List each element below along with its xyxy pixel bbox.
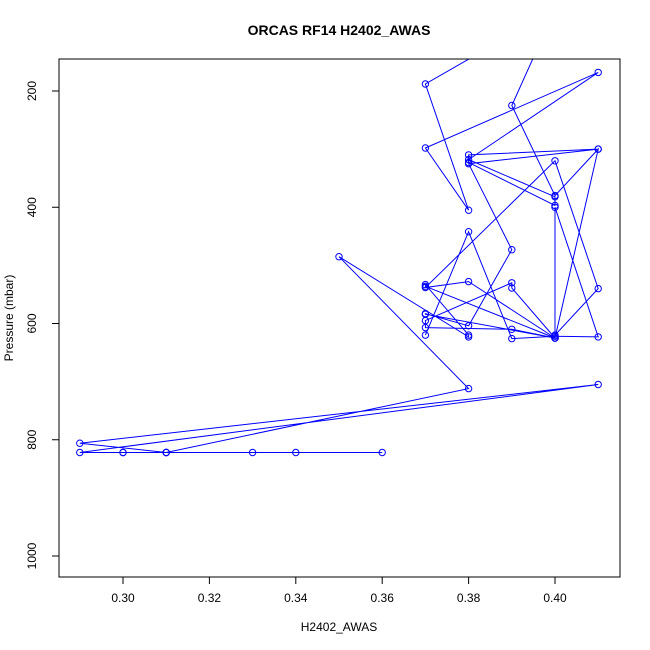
x-axis: 0.30 0.32 0.34 0.36 0.38 0.40: [111, 576, 567, 605]
data-point: [508, 334, 516, 343]
data-point: [551, 157, 559, 165]
data-point: [119, 448, 127, 457]
data-point: [594, 145, 602, 153]
chart-title: ORCAS RF14 H2402_AWAS: [248, 22, 431, 38]
data-point: [464, 206, 473, 214]
series-line: [79, 59, 600, 454]
data-point: [421, 331, 430, 339]
data-point: [464, 155, 473, 164]
y-tick-label: 200: [25, 81, 39, 101]
data-point: [421, 323, 430, 332]
data-point: [76, 448, 84, 457]
y-axis: 200 400 600 800 1000: [25, 81, 60, 569]
data-point: [378, 448, 386, 457]
y-tick-label: 1000: [25, 542, 39, 569]
data-point: [551, 191, 559, 200]
data-point: [551, 332, 559, 340]
data-point: [552, 6, 558, 12]
data-point: [292, 448, 300, 457]
data-point: [421, 309, 430, 318]
data-point: [508, 246, 516, 254]
data-point: [464, 228, 473, 236]
data-point: [464, 322, 473, 330]
data-point: [421, 283, 430, 292]
data-point: [421, 316, 430, 325]
data-point: [335, 253, 343, 261]
data-point: [508, 101, 516, 110]
y-tick-label: 800: [25, 429, 39, 449]
data-point: [464, 151, 473, 159]
y-tick-label: 400: [25, 197, 39, 217]
y-tick-label: 600: [25, 313, 39, 333]
data-point: [421, 144, 430, 152]
data-point: [421, 80, 430, 88]
series-markers: [76, 6, 602, 457]
data-point: [508, 284, 516, 292]
data-point: [162, 448, 170, 457]
data-point: [508, 279, 516, 287]
data-point: [594, 380, 602, 389]
y-axis-label: Pressure (mbar): [2, 275, 16, 362]
x-tick-label: 0.30: [111, 591, 135, 605]
data-point: [594, 284, 602, 293]
data-point: [464, 384, 473, 393]
data-point: [594, 68, 602, 77]
data-point: [76, 439, 84, 447]
data-point: [464, 158, 473, 167]
data-point: [464, 277, 473, 286]
x-tick-label: 0.34: [284, 591, 308, 605]
data-point: [508, 325, 516, 333]
plot-area: [76, 6, 602, 457]
data-point: [551, 203, 559, 212]
x-tick-label: 0.40: [543, 591, 567, 605]
x-tick-label: 0.32: [198, 591, 222, 605]
x-axis-label: H2402_AWAS: [301, 620, 377, 634]
data-point: [464, 331, 473, 339]
plot-frame: [58, 58, 621, 578]
x-tick-label: 0.36: [371, 591, 395, 605]
x-tick-label: 0.38: [457, 591, 481, 605]
data-point: [594, 333, 602, 341]
data-point: [248, 448, 257, 457]
